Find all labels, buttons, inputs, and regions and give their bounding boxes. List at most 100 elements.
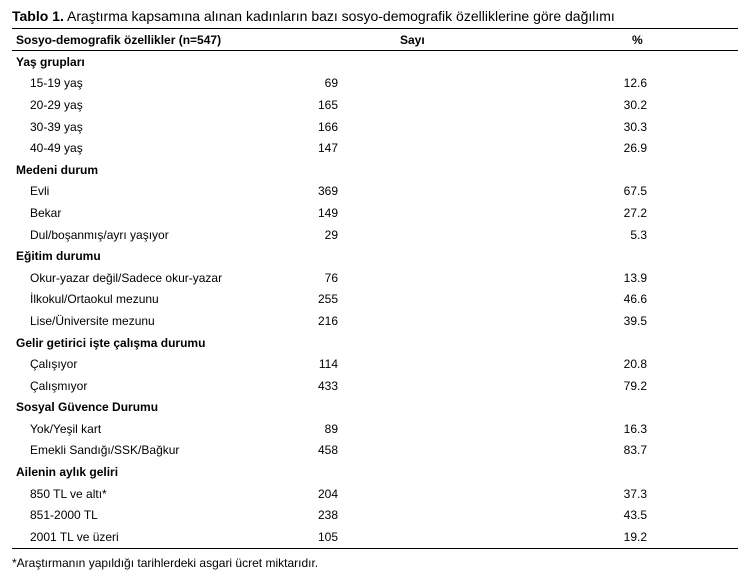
count-value: 204 bbox=[317, 486, 338, 501]
row-label: Çalışmıyor bbox=[30, 378, 88, 393]
table-row: 2001 TL ve üzeri 105 19.2 bbox=[12, 526, 738, 549]
header-characteristics: Sosyo-demografik özellikler (n=547) bbox=[12, 28, 312, 51]
empty-cell bbox=[312, 159, 544, 181]
row-label: Bekar bbox=[30, 205, 62, 220]
count-cell: 149 bbox=[312, 202, 544, 224]
count-value: 238 bbox=[317, 508, 338, 523]
group-label: Gelir getirici işte çalışma durumu bbox=[16, 335, 206, 350]
percent-cell: 67.5 bbox=[544, 181, 738, 203]
table-row: Evli 369 67.5 bbox=[12, 181, 738, 203]
table-row: Çalışıyor 114 20.8 bbox=[12, 353, 738, 375]
count-value: 165 bbox=[317, 97, 338, 112]
header-count: Sayı bbox=[312, 28, 544, 51]
percent-value: 13.9 bbox=[623, 270, 647, 285]
row-label: Çalışıyor bbox=[30, 357, 78, 372]
percent-cell: 26.9 bbox=[544, 137, 738, 159]
empty-cell bbox=[544, 51, 738, 73]
count-cell: 105 bbox=[312, 526, 544, 549]
count-cell: 69 bbox=[312, 73, 544, 95]
count-value: 105 bbox=[317, 529, 338, 544]
percent-cell: 79.2 bbox=[544, 375, 738, 397]
percent-cell: 27.2 bbox=[544, 202, 738, 224]
percent-value: 37.3 bbox=[623, 486, 647, 501]
table-title-text: Araştırma kapsamına alınan kadınların ba… bbox=[63, 8, 615, 24]
percent-value: 39.5 bbox=[623, 313, 647, 328]
percent-value: 67.5 bbox=[623, 184, 647, 199]
count-value: 89 bbox=[324, 421, 338, 436]
group-row: Eğitim durumu bbox=[12, 245, 738, 267]
empty-cell bbox=[312, 245, 544, 267]
table-body: Yaş grupları 15-19 yaş 69 12.6 20-29 yaş 165 3… bbox=[12, 51, 738, 549]
row-label: 30-39 yaş bbox=[30, 119, 83, 134]
count-value: 29 bbox=[324, 227, 338, 242]
row-label: Lise/Üniversite mezunu bbox=[30, 313, 155, 328]
count-value: 69 bbox=[324, 76, 338, 91]
percent-value: 12.6 bbox=[623, 76, 647, 91]
count-value: 147 bbox=[317, 141, 338, 156]
table-title: Tablo 1. Araştırma kapsamına alınan kadı… bbox=[12, 7, 615, 25]
count-value: 458 bbox=[317, 443, 338, 458]
row-label: Yok/Yeşil kart bbox=[30, 421, 102, 436]
percent-cell: 30.3 bbox=[544, 116, 738, 138]
percent-value: 43.5 bbox=[623, 508, 647, 523]
group-row: Gelir getirici işte çalışma durumu bbox=[12, 332, 738, 354]
count-cell: 433 bbox=[312, 375, 544, 397]
table-row: 30-39 yaş 166 30.3 bbox=[12, 116, 738, 138]
count-cell: 114 bbox=[312, 353, 544, 375]
table-row: Çalışmıyor 433 79.2 bbox=[12, 375, 738, 397]
table-row: 15-19 yaş 69 12.6 bbox=[12, 73, 738, 95]
count-cell: 89 bbox=[312, 418, 544, 440]
table-row: İlkokul/Ortaokul mezunu 255 46.6 bbox=[12, 289, 738, 311]
row-label: İlkokul/Ortaokul mezunu bbox=[30, 292, 159, 307]
row-label: 851-2000 TL bbox=[30, 508, 98, 523]
group-row: Sosyal Güvence Durumu bbox=[12, 397, 738, 419]
empty-cell bbox=[544, 332, 738, 354]
table-header-row: Sosyo-demografik özellikler (n=547) Sayı… bbox=[12, 28, 738, 51]
group-label: Eğitim durumu bbox=[16, 249, 101, 264]
count-value: 216 bbox=[317, 313, 338, 328]
percent-value: 79.2 bbox=[623, 378, 647, 393]
percent-value: 26.9 bbox=[623, 141, 647, 156]
count-cell: 204 bbox=[312, 483, 544, 505]
demographics-table: Sosyo-demografik özellikler (n=547) Sayı… bbox=[12, 28, 738, 549]
table-title-label: Tablo 1. bbox=[12, 8, 64, 24]
percent-cell: 39.5 bbox=[544, 310, 738, 332]
count-value: 433 bbox=[317, 378, 338, 393]
percent-cell: 16.3 bbox=[544, 418, 738, 440]
empty-cell bbox=[312, 332, 544, 354]
row-label: 15-19 yaş bbox=[30, 76, 83, 91]
row-label: 20-29 yaş bbox=[30, 97, 83, 112]
row-label: 2001 TL ve üzeri bbox=[12, 526, 312, 549]
percent-cell: 30.2 bbox=[544, 94, 738, 116]
group-label: Yaş grupları bbox=[16, 54, 85, 69]
percent-cell: 43.5 bbox=[544, 504, 738, 526]
percent-cell: 83.7 bbox=[544, 440, 738, 462]
table-row: 851-2000 TL 238 43.5 bbox=[12, 504, 738, 526]
count-value: 76 bbox=[324, 270, 338, 285]
group-row: Yaş grupları bbox=[12, 51, 738, 73]
count-cell: 147 bbox=[312, 137, 544, 159]
table-row: Emekli Sandığı/SSK/Bağkur 458 83.7 bbox=[12, 440, 738, 462]
empty-cell bbox=[312, 51, 544, 73]
table-row: Lise/Üniversite mezunu 216 39.5 bbox=[12, 310, 738, 332]
count-cell: 29 bbox=[312, 224, 544, 246]
count-cell: 166 bbox=[312, 116, 544, 138]
empty-cell bbox=[312, 397, 544, 419]
table-row: 850 TL ve altı* 204 37.3 bbox=[12, 483, 738, 505]
group-row: Ailenin aylık geliri bbox=[12, 461, 738, 483]
percent-cell: 13.9 bbox=[544, 267, 738, 289]
group-label: Ailenin aylık geliri bbox=[16, 465, 119, 480]
count-cell: 369 bbox=[312, 181, 544, 203]
table-row: Yok/Yeşil kart 89 16.3 bbox=[12, 418, 738, 440]
empty-cell bbox=[544, 461, 738, 483]
percent-value: 83.7 bbox=[623, 443, 647, 458]
percent-value: 5.3 bbox=[630, 227, 647, 242]
count-value: 114 bbox=[318, 357, 338, 372]
percent-cell: 5.3 bbox=[544, 224, 738, 246]
count-cell: 238 bbox=[312, 504, 544, 526]
percent-cell: 20.8 bbox=[544, 353, 738, 375]
row-label: Emekli Sandığı/SSK/Bağkur bbox=[30, 443, 180, 458]
percent-cell: 46.6 bbox=[544, 289, 738, 311]
percent-value: 30.3 bbox=[623, 119, 647, 134]
